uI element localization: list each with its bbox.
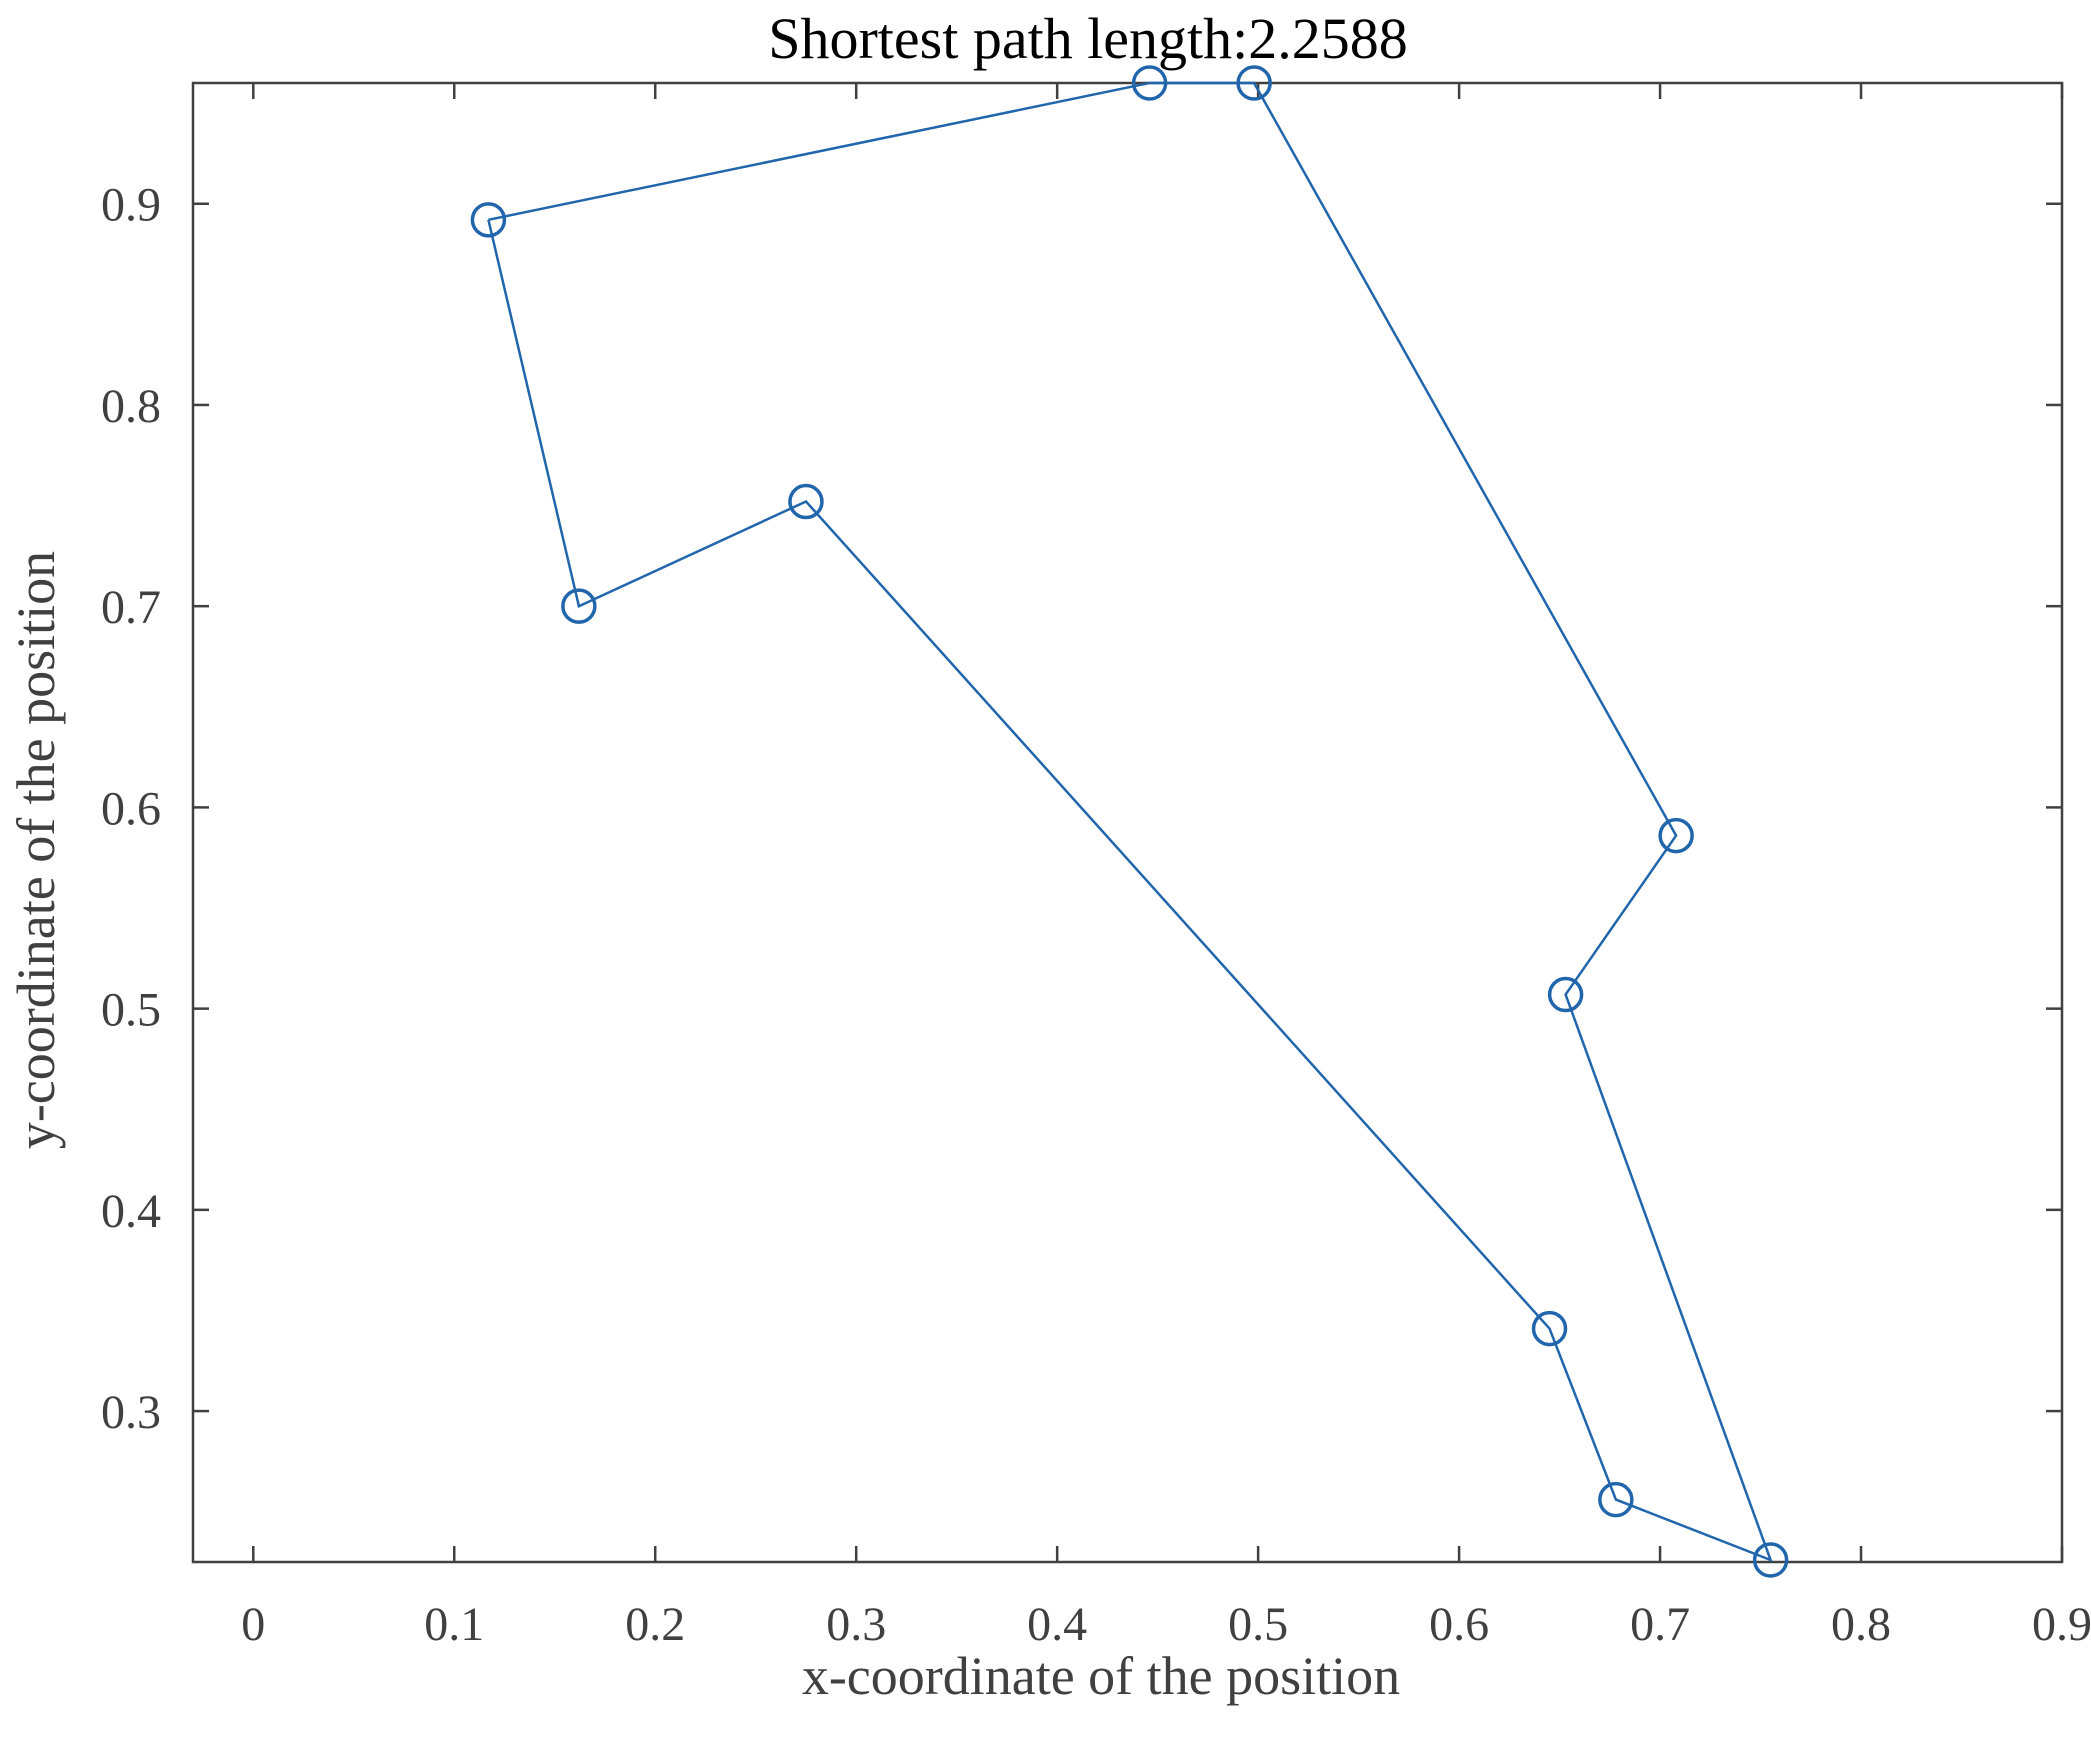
x-tick-label: 0 — [241, 1598, 265, 1651]
x-tick-label: 0.8 — [1831, 1598, 1891, 1651]
x-tick-label: 0.4 — [1027, 1598, 1087, 1651]
y-tick-label: 0.4 — [101, 1185, 161, 1238]
city-point-marker — [1531, 1310, 1568, 1347]
city-point-marker — [1547, 976, 1584, 1013]
city-point-marker — [1658, 817, 1694, 854]
city-point-marker — [788, 483, 824, 520]
city-point-marker — [1131, 65, 1168, 101]
x-tick-label: 0.5 — [1228, 1598, 1288, 1651]
y-axis-label: y-coordinate of the position — [6, 551, 66, 1149]
city-point-marker — [561, 588, 597, 624]
city-point-marker — [470, 202, 507, 238]
y-tick-label: 0.5 — [101, 984, 161, 1037]
plot-frame — [191, 81, 2064, 1564]
path-line — [487, 81, 1773, 1563]
y-tick-label: 0.9 — [101, 179, 161, 232]
series-layer — [470, 65, 1789, 1578]
y-tick-label: 0.8 — [101, 380, 161, 433]
x-tick-label: 0.2 — [625, 1598, 685, 1651]
x-tick-label: 0.6 — [1429, 1598, 1489, 1651]
y-tick-label: 0.7 — [101, 581, 161, 634]
x-axis-label: x-coordinate of the position — [802, 1646, 1400, 1706]
city-point-marker — [1752, 1542, 1789, 1578]
chart-title: Shortest path length:2.2588 — [768, 6, 1408, 71]
city-point-marker — [1236, 65, 1272, 101]
x-axis-ticks: 0 0.1 0.2 0.3 0.4 0.5 0.6 0.7 0.8 0.9 — [241, 83, 2091, 1651]
x-tick-label: 0.9 — [2032, 1598, 2091, 1651]
x-tick-label: 0.3 — [826, 1598, 886, 1651]
y-axis-ticks: 0.3 0.4 0.5 0.6 0.7 0.8 0.9 — [101, 179, 2062, 1439]
x-tick-label: 0.7 — [1630, 1598, 1690, 1651]
axes-box — [191, 81, 2064, 1564]
city-point-marker — [1598, 1481, 1634, 1518]
y-tick-label: 0.3 — [101, 1386, 161, 1439]
y-tick-label: 0.6 — [101, 782, 161, 835]
x-tick-label: 0.1 — [424, 1598, 484, 1651]
